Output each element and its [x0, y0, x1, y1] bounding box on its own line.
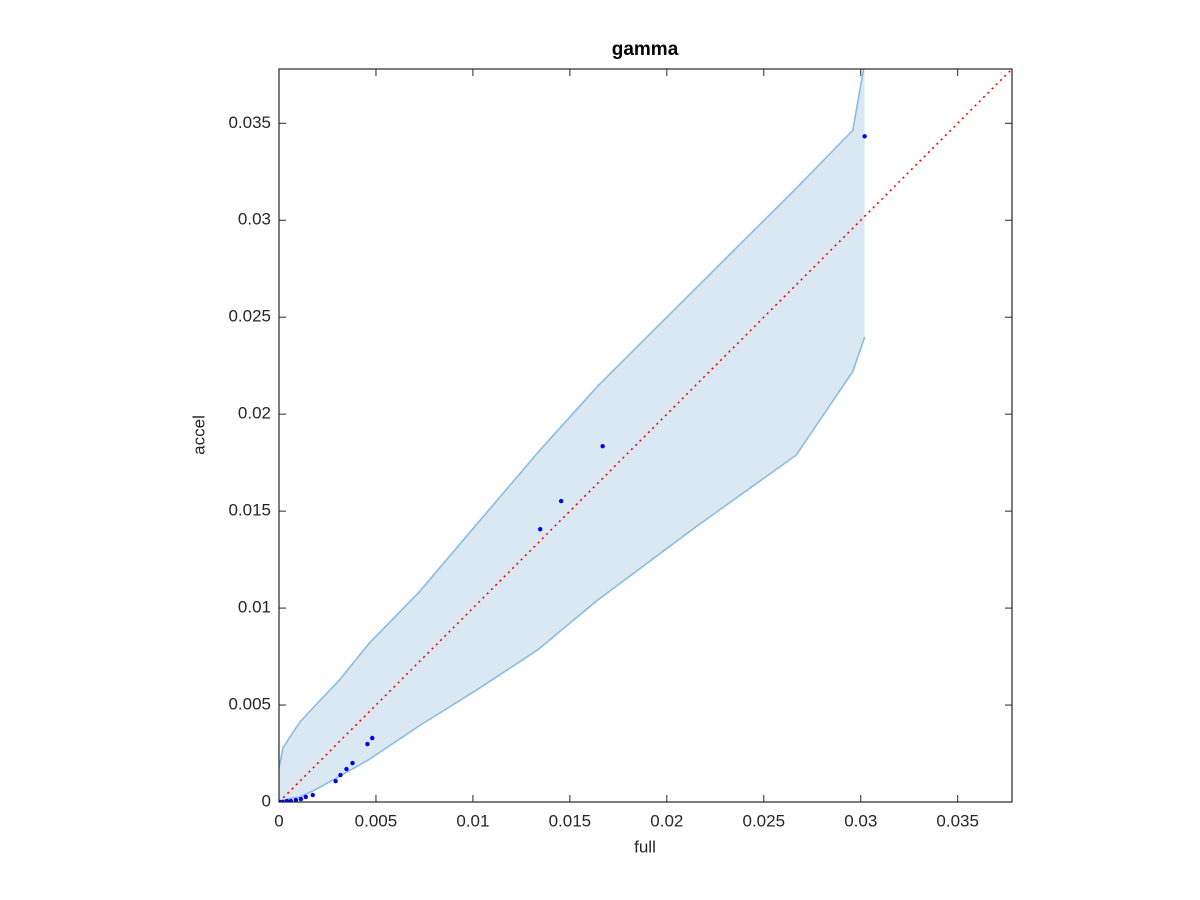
band-area — [279, 69, 865, 802]
point — [365, 741, 370, 747]
point — [538, 526, 543, 532]
axes: 0 0.005 0.01 0.015 0.02 0.025 0.03 0.035 0 0.005 0… — [228, 68, 1013, 830]
x-tick-label: 0.01 — [456, 811, 489, 830]
band-upper — [279, 69, 865, 769]
x-tick-label: 0 — [274, 811, 283, 830]
point — [350, 760, 355, 766]
point — [333, 778, 338, 784]
point — [298, 796, 304, 802]
point — [862, 134, 867, 139]
x-tick-label: 0.02 — [650, 811, 683, 830]
point — [310, 792, 315, 798]
x-tick-label: 0.03 — [844, 811, 877, 830]
x-axis-label: full — [634, 837, 656, 856]
point — [303, 794, 308, 800]
point — [558, 498, 564, 504]
y-tick-label: 0.02 — [238, 404, 271, 423]
plot-area — [279, 69, 1012, 802]
y-tick-label: 0.03 — [238, 210, 271, 229]
y-tick-label: 0.005 — [228, 695, 271, 714]
y-tick-label: 0 — [262, 791, 271, 810]
point — [284, 798, 290, 802]
point — [370, 735, 375, 741]
y-tick-label: 0.025 — [228, 307, 271, 326]
y-tick-label: 0.01 — [238, 598, 271, 617]
point — [338, 772, 343, 778]
chart-title: gamma — [612, 39, 679, 60]
x-tick-label: 0.025 — [743, 811, 786, 830]
x-tick-label: 0.035 — [936, 811, 979, 830]
y-tick-label: 0.035 — [228, 113, 271, 132]
point — [288, 798, 294, 802]
x-tick-label: 0.015 — [549, 811, 592, 830]
point — [293, 797, 299, 802]
band-lower — [279, 336, 866, 802]
point — [344, 766, 349, 772]
axes-box — [278, 68, 1013, 803]
point — [600, 443, 605, 449]
y-axis-label: accel — [189, 415, 208, 455]
y-tick-label: 0.015 — [228, 501, 271, 520]
x-tick-label: 0.005 — [355, 811, 398, 830]
